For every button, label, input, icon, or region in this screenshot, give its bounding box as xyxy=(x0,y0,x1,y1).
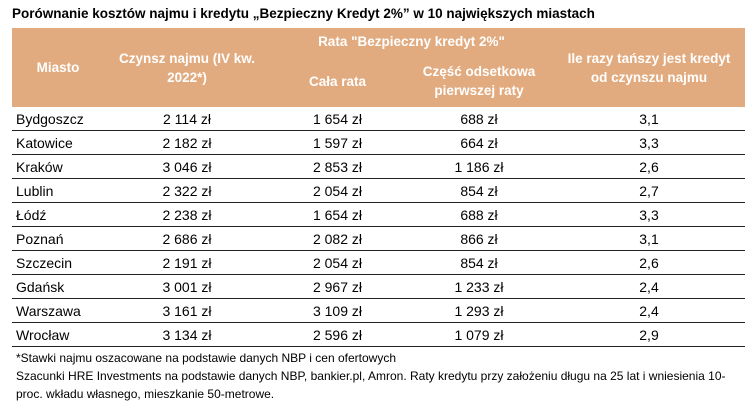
header-cell: Miasto xyxy=(12,28,104,107)
city-cell: Kraków xyxy=(12,154,104,179)
value-cell: 854 zł xyxy=(405,178,553,203)
value-cell: 1 654 zł xyxy=(270,202,405,227)
value-cell: 1 293 zł xyxy=(405,298,553,323)
footnote: *Stawki najmu oszacowane na podstawie da… xyxy=(16,351,396,365)
value-cell: 3,1 xyxy=(553,107,745,131)
city-cell: Łódź xyxy=(12,202,104,227)
value-cell: 1 233 zł xyxy=(405,274,553,299)
value-cell: 2,6 xyxy=(553,154,745,179)
city-cell: Katowice xyxy=(12,130,104,155)
value-cell: 3 046 zł xyxy=(104,154,270,179)
value-cell: 2 967 zł xyxy=(270,274,405,299)
value-cell: 664 zł xyxy=(405,130,553,155)
value-cell: 3,3 xyxy=(553,202,745,227)
value-cell: 2,6 xyxy=(553,250,745,275)
value-cell: 2 191 zł xyxy=(104,250,270,275)
city-cell: Szczecin xyxy=(12,250,104,275)
value-cell: 3 001 zł xyxy=(104,274,270,299)
table-row: Szczecin 2 191 zł 2 054 zł 854 zł 2,6 xyxy=(12,250,745,275)
value-cell: 2,9 xyxy=(553,322,745,347)
city-cell: Poznań xyxy=(12,226,104,251)
value-cell: 866 zł xyxy=(405,226,553,251)
footnotes: *Stawki najmu oszacowane na podstawie da… xyxy=(16,349,736,403)
value-cell: 3,3 xyxy=(553,130,745,155)
table-row: Kraków 3 046 zł 2 853 zł 1 186 zł 2,6 xyxy=(12,154,745,179)
value-cell: 2 596 zł xyxy=(270,322,405,347)
title: Porównanie kosztów najmu i kredytu „Bezp… xyxy=(12,6,595,21)
value-cell: 3 109 zł xyxy=(270,298,405,323)
city-cell: Warszawa xyxy=(12,298,104,323)
table-row: Łódź 2 238 zł 1 654 zł 688 zł 3,3 xyxy=(12,202,745,227)
table-row: Wrocław 3 134 zł 2 596 zł 1 079 zł 2,9 xyxy=(12,322,745,347)
value-cell: 854 zł xyxy=(405,250,553,275)
table-body: Bydgoszcz 2 114 zł 1 654 zł 688 zł 3,1 Katowi… xyxy=(12,107,745,347)
table-row: Warszawa 3 161 zł 3 109 zł 1 293 zł 2,4 xyxy=(12,298,745,323)
city-cell: Wrocław xyxy=(12,322,104,347)
value-cell: 1 186 zł xyxy=(405,154,553,179)
value-cell: 2,4 xyxy=(553,298,745,323)
table-row: Katowice 2 182 zł 1 597 zł 664 zł 3,3 xyxy=(12,130,745,155)
city-cell: Bydgoszcz xyxy=(12,107,104,131)
value-cell: 3 161 zł xyxy=(104,298,270,323)
city-cell: Gdańsk xyxy=(12,274,104,299)
value-cell: 2 082 zł xyxy=(270,226,405,251)
value-cell: 2,4 xyxy=(553,274,745,299)
value-cell: 2 054 zł xyxy=(270,250,405,275)
value-cell: 2 114 zł xyxy=(104,107,270,131)
header-cell: Część odsetkowa pierwszej raty xyxy=(405,55,553,107)
value-cell: 2 853 zł xyxy=(270,154,405,179)
cost-table: Miasto Czynsz najmu (IV kw. 2022*) Rata … xyxy=(12,28,745,347)
value-cell: 2 322 zł xyxy=(104,178,270,203)
header-cell: Rata "Bezpieczny kredyt 2%" xyxy=(270,28,553,55)
header-cell: Cała rata xyxy=(270,55,405,107)
table-row: Bydgoszcz 2 114 zł 1 654 zł 688 zł 3,1 xyxy=(12,107,745,131)
value-cell: 688 zł xyxy=(405,202,553,227)
value-cell: 3,1 xyxy=(553,226,745,251)
table-header: Miasto Czynsz najmu (IV kw. 2022*) Rata … xyxy=(12,28,745,107)
table-row: Gdańsk 3 001 zł 2 967 zł 1 233 zł 2,4 xyxy=(12,274,745,299)
value-cell: 688 zł xyxy=(405,107,553,131)
value-cell: 2,7 xyxy=(553,178,745,203)
city-cell: Lublin xyxy=(12,178,104,203)
table-row: Lublin 2 322 zł 2 054 zł 854 zł 2,7 xyxy=(12,178,745,203)
value-cell: 1 079 zł xyxy=(405,322,553,347)
value-cell: 2 238 zł xyxy=(104,202,270,227)
header-cell: Ile razy tańszy jest kredyt od czynszu n… xyxy=(553,28,745,107)
footnote: Szacunki HRE Investments na podstawie da… xyxy=(16,369,726,401)
value-cell: 1 597 zł xyxy=(270,130,405,155)
header-cell: Czynsz najmu (IV kw. 2022*) xyxy=(104,28,270,107)
value-cell: 2 686 zł xyxy=(104,226,270,251)
value-cell: 1 654 zł xyxy=(270,107,405,131)
value-cell: 3 134 zł xyxy=(104,322,270,347)
table-row: Poznań 2 686 zł 2 082 zł 866 zł 3,1 xyxy=(12,226,745,251)
value-cell: 2 182 zł xyxy=(104,130,270,155)
value-cell: 2 054 zł xyxy=(270,178,405,203)
